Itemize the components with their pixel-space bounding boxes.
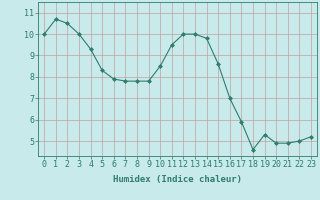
X-axis label: Humidex (Indice chaleur): Humidex (Indice chaleur): [113, 175, 242, 184]
